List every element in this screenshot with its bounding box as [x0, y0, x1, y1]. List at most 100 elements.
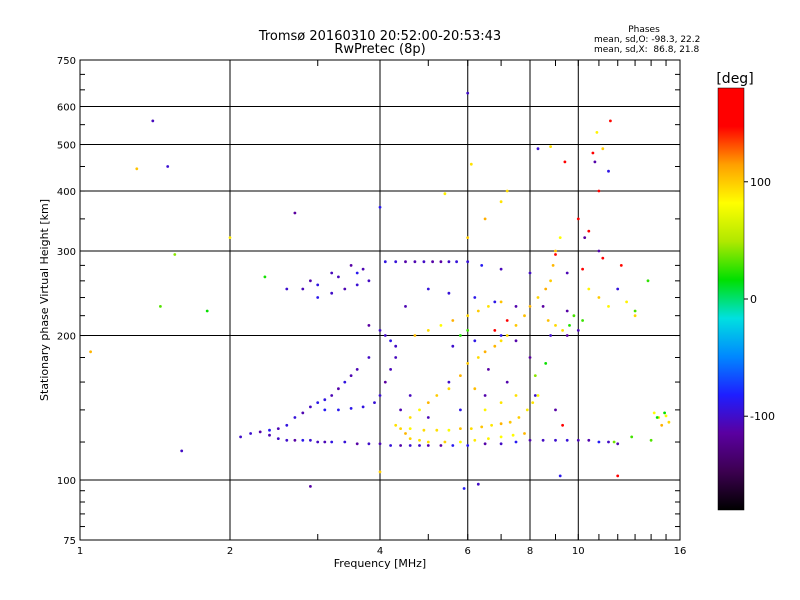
data-point	[394, 344, 398, 348]
data-point	[536, 296, 540, 299]
data-point	[551, 264, 555, 267]
data-point	[499, 200, 503, 204]
data-point	[597, 440, 601, 444]
data-point	[549, 334, 552, 337]
data-point	[546, 319, 550, 322]
series-other-3	[493, 119, 623, 478]
data-point	[473, 296, 477, 299]
y-tick-label: 300	[57, 247, 76, 258]
data-point	[316, 283, 320, 287]
data-point	[276, 437, 280, 440]
data-point	[361, 267, 365, 271]
data-point	[531, 401, 535, 404]
data-point	[565, 438, 569, 442]
data-point	[180, 449, 184, 453]
data-point	[616, 442, 620, 446]
data-point	[337, 275, 340, 279]
data-point	[514, 305, 518, 308]
data-point	[361, 405, 365, 409]
stats-o-line: mean, sd,O: -98.3, 22.2	[594, 35, 700, 45]
data-point	[399, 408, 402, 412]
data-point	[418, 408, 421, 412]
data-point	[293, 211, 297, 215]
data-point	[422, 260, 426, 264]
data-point	[483, 394, 487, 397]
data-point	[469, 427, 473, 430]
data-point	[487, 305, 490, 308]
data-point	[239, 435, 243, 439]
data-point	[249, 432, 253, 435]
data-point	[404, 305, 407, 308]
data-point	[367, 279, 371, 283]
data-point	[413, 260, 417, 264]
series-other-2	[159, 253, 666, 444]
data-point	[349, 374, 353, 377]
data-point	[581, 319, 584, 322]
data-point	[459, 427, 462, 430]
data-point	[554, 438, 557, 442]
data-point	[561, 423, 564, 427]
colorbar-tick-label: 100	[750, 176, 771, 189]
data-point	[404, 432, 407, 435]
data-point	[514, 324, 518, 327]
data-point	[616, 287, 620, 291]
data-point	[367, 442, 371, 446]
data-point	[541, 438, 545, 442]
data-point	[483, 442, 487, 446]
data-point	[576, 438, 580, 442]
data-point	[549, 279, 552, 283]
data-point	[323, 440, 327, 444]
data-point	[285, 287, 289, 291]
data-point	[389, 368, 392, 371]
data-point	[601, 147, 605, 151]
data-point	[565, 309, 569, 313]
data-point	[462, 487, 466, 490]
data-point	[285, 438, 289, 442]
data-point	[258, 430, 262, 434]
data-point	[558, 236, 562, 240]
data-point	[418, 438, 421, 442]
data-point	[394, 356, 398, 359]
data-point	[523, 314, 526, 318]
data-point	[455, 260, 458, 264]
data-point	[483, 350, 487, 354]
data-point	[228, 236, 232, 240]
stats-x-line: mean, sd,X: 86.8, 21.8	[594, 45, 700, 55]
data-point	[435, 394, 439, 397]
data-point	[493, 344, 497, 348]
data-point	[667, 420, 671, 424]
y-tick-label: 75	[63, 536, 76, 547]
data-point	[309, 438, 312, 442]
data-point	[418, 444, 421, 447]
data-point	[205, 309, 209, 313]
data-point	[536, 394, 540, 397]
data-point	[544, 287, 548, 291]
data-point	[459, 440, 462, 444]
data-point	[378, 470, 382, 474]
data-point	[576, 329, 580, 332]
data-point	[525, 408, 529, 412]
x-tick-label: 16	[674, 546, 687, 557]
data-point	[383, 260, 387, 264]
data-point	[323, 408, 327, 412]
data-point	[399, 427, 402, 430]
data-point	[499, 339, 503, 343]
data-point	[301, 411, 305, 415]
data-point	[587, 438, 591, 442]
colorbar-gradient	[717, 87, 745, 511]
x-tick-label: 6	[465, 546, 471, 557]
data-point	[499, 422, 503, 426]
data-point	[505, 189, 509, 193]
data-point	[583, 236, 587, 240]
data-point	[597, 189, 601, 193]
data-point	[431, 260, 434, 264]
data-point	[514, 394, 518, 397]
data-point	[466, 260, 470, 264]
data-point	[367, 356, 371, 359]
plot-area	[79, 59, 681, 541]
data-point	[399, 444, 402, 447]
data-point	[466, 444, 470, 447]
data-point	[378, 394, 382, 397]
data-point	[487, 368, 490, 371]
data-point	[323, 398, 327, 402]
